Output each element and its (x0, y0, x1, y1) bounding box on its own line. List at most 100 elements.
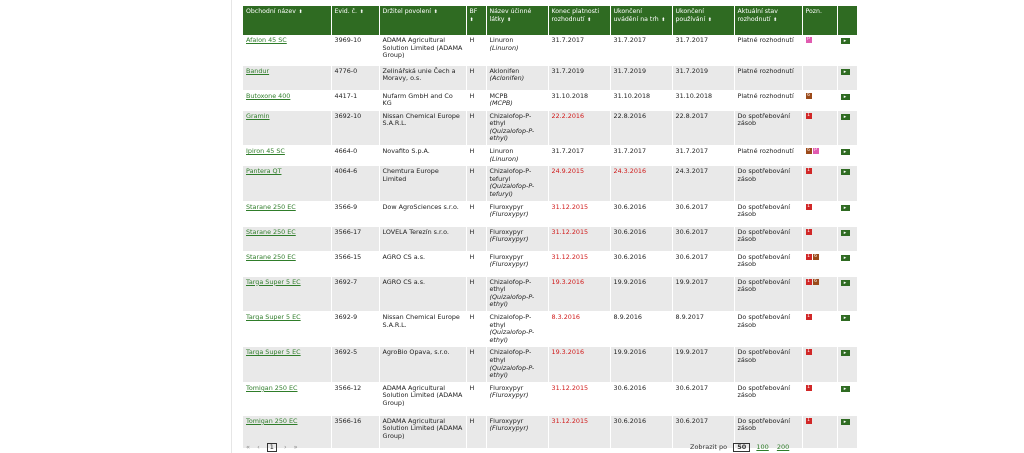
product-name-link[interactable]: Ipiron 45 SC (246, 147, 285, 156)
cell-notes: 1 (802, 382, 838, 416)
note-badge-icon[interactable]: 6 (805, 92, 812, 99)
arrow-right-icon[interactable]: ▸ (840, 350, 850, 357)
next-page-link[interactable]: › (283, 443, 287, 451)
product-name-link[interactable]: Targa Super 5 EC (246, 277, 301, 286)
column-header-3[interactable]: BF ⬍ (466, 6, 487, 35)
arrow-right-icon[interactable]: ▸ (840, 93, 850, 100)
cell-end-date: 31.12.2015 (548, 382, 611, 416)
cell-detail: ▸ (837, 90, 858, 111)
arrow-right-icon[interactable]: ▸ (840, 68, 850, 75)
arrow-right-icon[interactable]: ▸ (840, 113, 850, 120)
note-badge-icon[interactable]: P (812, 148, 819, 155)
note-badge-icon[interactable]: 1 (805, 349, 812, 356)
per-page-current[interactable]: 50 (733, 443, 751, 452)
product-name-link[interactable]: Targa Super 5 EC (246, 348, 301, 357)
product-name-link[interactable]: Starane 250 EC (246, 202, 296, 211)
per-page-option-100[interactable]: 100 (756, 443, 769, 451)
sort-icon[interactable]: ⬍ (585, 17, 592, 23)
column-header-0[interactable]: Obchodní název ⬍ (243, 6, 332, 35)
column-header-4[interactable]: Název účinné látky ⬍ (486, 6, 549, 35)
note-badge-icon[interactable]: 1 (805, 314, 812, 320)
arrow-right-icon[interactable]: ▸ (840, 149, 850, 156)
note-badge-icon[interactable]: 6 (812, 278, 819, 285)
product-name-link[interactable]: Starane 250 EC (246, 252, 296, 261)
product-name-link[interactable]: Starane 250 EC (246, 227, 296, 236)
current-page[interactable]: 1 (266, 443, 277, 452)
arrow-right-icon[interactable]: ▸ (840, 169, 850, 176)
cell-use-end: 31.10.2018 (672, 90, 735, 111)
holder-text: AgroBio Opava, s.r.o. (382, 348, 450, 357)
cell-name: Targa Super 5 EC (243, 276, 332, 313)
product-name-link[interactable]: Tomigan 250 EC (246, 416, 298, 425)
note-badge-icon[interactable]: 1 (805, 278, 812, 285)
sort-icon[interactable]: ⬍ (505, 17, 512, 23)
status-text: Do spotřebování zásob (737, 202, 791, 219)
cell-holder: Nissan Chemical Europe S.A.R.L. (379, 110, 467, 147)
sort-icon[interactable]: ⬍ (469, 17, 474, 23)
note-badge-icon[interactable]: 1 (805, 112, 812, 119)
cell-use-end: 31.7.2017 (672, 145, 735, 167)
column-header-5[interactable]: Konec platnosti rozhodnutí ⬍ (548, 6, 611, 35)
cell-bf: H (466, 226, 487, 252)
note-badge-icon[interactable]: 1 (805, 168, 812, 175)
note-badge-icon[interactable]: 1 (805, 228, 812, 235)
cell-name: Ipiron 45 SC (243, 145, 332, 167)
column-header-8[interactable]: Aktuální stav rozhodnutí ⬍ (734, 6, 803, 35)
product-name-link[interactable]: Gramin (246, 111, 270, 120)
note-badge-icon[interactable]: 6 (812, 253, 819, 260)
sort-icon[interactable]: ⬍ (432, 9, 438, 15)
column-header-2[interactable]: Držitel povolení ⬍ (379, 6, 467, 35)
last-page-link[interactable]: » (293, 443, 298, 451)
products-table: Obchodní název ⬍ Evid. č. ⬍ Držitel povole… (243, 6, 858, 449)
note-badge-icon[interactable]: 1 (805, 203, 812, 210)
arrow-right-icon[interactable]: ▸ (840, 315, 850, 321)
cell-end-date: 31.10.2018 (548, 90, 611, 111)
sort-icon[interactable]: ⬍ (771, 17, 778, 23)
cell-detail: ▸ (837, 346, 858, 383)
product-name-link[interactable]: Tomigan 250 EC (246, 383, 298, 392)
column-header-label: Ukončení uvádění na trh (613, 8, 659, 23)
substance-name: Aklonifen (489, 66, 520, 75)
product-name-link[interactable]: Butoxone 400 (246, 91, 291, 100)
product-name-link[interactable]: Pantera QT (246, 167, 282, 176)
substance-name: Linuron (489, 147, 514, 156)
cell-bf: H (466, 311, 487, 348)
arrow-right-icon[interactable]: ▸ (840, 418, 850, 425)
arrow-right-icon[interactable]: ▸ (840, 254, 850, 261)
cell-holder: Nufarm GmbH and Co KG (379, 90, 467, 111)
column-header-1[interactable]: Evid. č. ⬍ (331, 6, 380, 35)
column-header-7[interactable]: Ukončení používání ⬍ (672, 6, 735, 35)
substance-name: Fluroxypyr (489, 383, 524, 392)
arrow-right-icon[interactable]: ▸ (840, 38, 850, 44)
column-header-label: Obchodní název (246, 8, 296, 15)
note-badge-icon[interactable]: P (805, 37, 812, 43)
note-badge-icon[interactable]: 1 (805, 384, 812, 391)
prev-page-link[interactable]: ‹ (257, 443, 260, 451)
arrow-right-icon[interactable]: ▸ (840, 229, 850, 236)
arrow-right-icon[interactable]: ▸ (840, 385, 850, 392)
note-badge-icon[interactable]: 6 (805, 148, 812, 155)
per-page-option-200[interactable]: 200 (776, 443, 790, 451)
sort-icon[interactable]: ⬍ (296, 9, 303, 15)
product-name-link[interactable]: Bandur (246, 66, 270, 75)
first-page-link[interactable]: « (246, 443, 250, 451)
column-header-label: Název účinné látky (489, 8, 532, 23)
sort-icon[interactable]: ⬍ (659, 17, 666, 23)
sort-icon[interactable]: ⬍ (358, 9, 364, 15)
cell-market-end: 19.9.2016 (610, 276, 673, 313)
cell-evid: 3969-10 (331, 35, 380, 66)
cell-market-end: 31.7.2017 (610, 35, 673, 66)
product-name-link[interactable]: Targa Super 5 EC (246, 313, 301, 321)
substance-latin: (MCPB) (489, 99, 513, 108)
note-badge-icon[interactable]: 1 (805, 417, 812, 424)
cell-name: Starane 250 EC (243, 201, 332, 227)
arrow-right-icon[interactable]: ▸ (840, 279, 850, 286)
note-badge-icon[interactable]: 1 (805, 253, 812, 260)
sort-icon[interactable]: ⬍ (706, 17, 712, 23)
product-name-link[interactable]: Afalon 45 SC (246, 36, 287, 44)
column-header-6[interactable]: Ukončení uvádění na trh ⬍ (610, 6, 673, 35)
substance-latin: (Fluroxypyr) (489, 391, 529, 400)
arrow-right-icon[interactable]: ▸ (840, 204, 850, 211)
cell-name: Tomigan 250 EC (243, 415, 332, 449)
